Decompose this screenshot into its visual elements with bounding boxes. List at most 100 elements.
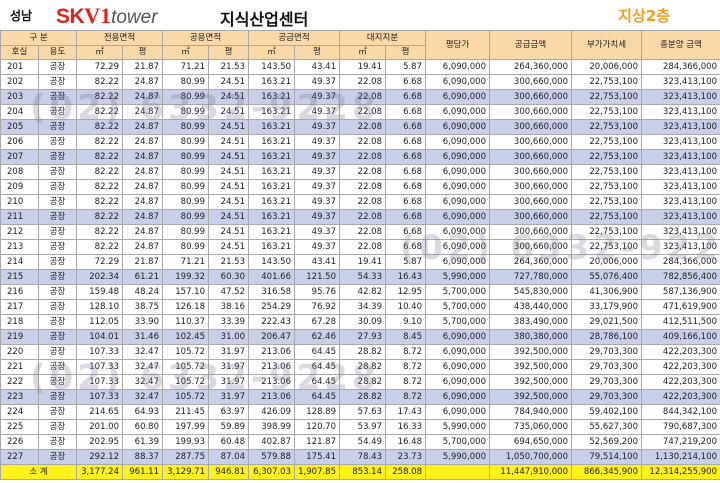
table-cell: 422,203,300	[641, 344, 720, 360]
unit-use: 공장	[38, 284, 77, 300]
table-cell: 80.99	[162, 134, 209, 150]
table-cell: 383,490,000	[489, 314, 572, 330]
total-row: 소 계 3,177.24 961.11 3,129.71 946.81 6,30…	[0, 464, 720, 480]
unit-use: 공장	[38, 224, 77, 240]
table-cell: 82.22	[76, 224, 123, 240]
table-cell: 82.22	[76, 194, 123, 210]
table-cell: 60.80	[122, 419, 163, 435]
table-cell: 28.82	[339, 374, 386, 390]
table-cell: 213.06	[248, 389, 295, 405]
header-supply-amount: 공급금액	[489, 30, 572, 60]
table-cell: 300,660,000	[489, 119, 572, 135]
table-cell: 22,753,100	[571, 149, 642, 165]
table-cell: 29,703,300	[571, 389, 642, 405]
total-cell: 853.14	[339, 464, 386, 480]
table-cell: 21.53	[208, 254, 249, 270]
table-cell: 5,700,000	[425, 434, 490, 450]
table-cell: 107.33	[76, 359, 123, 375]
table-cell: 80.99	[162, 89, 209, 105]
table-cell: 48.24	[122, 284, 163, 300]
table-cell: 23.73	[385, 449, 426, 465]
unit-use: 공장	[38, 164, 77, 180]
unit-use: 공장	[38, 104, 77, 120]
table-cell: 6,090,000	[425, 179, 490, 195]
unit-number: 204	[0, 104, 39, 120]
floor-label: 지상2층	[618, 7, 670, 25]
table-cell: 49.37	[294, 119, 340, 135]
table-cell: 6.68	[385, 89, 426, 105]
table-row: 220 공장 107.33 32.47 105.72 31.97 213.06 64.45 28…	[0, 344, 720, 360]
table-cell: 401.66	[248, 269, 295, 285]
table-cell: 579.88	[248, 449, 295, 465]
table-cell: 380,380,000	[489, 329, 572, 345]
table-cell: 42.82	[339, 284, 386, 300]
table-cell: 121.87	[294, 434, 340, 450]
table-cell: 32.47	[122, 359, 163, 375]
table-cell: 163.21	[248, 149, 295, 165]
unit-number: 207	[0, 149, 39, 165]
table-cell: 213.06	[248, 359, 295, 375]
table-cell: 422,203,300	[641, 359, 720, 375]
table-row: 212 공장 82.22 24.87 80.99 24.51 163.21 49.37 22.0…	[0, 224, 720, 240]
unit-number: 203	[0, 89, 39, 105]
table-cell: 38.16	[208, 299, 249, 315]
unit-number: 223	[0, 389, 39, 405]
table-cell: 64.45	[294, 359, 340, 375]
table-cell: 287.75	[162, 449, 209, 465]
table-cell: 82.22	[76, 119, 123, 135]
table-cell: 694,650,000	[489, 434, 572, 450]
table-cell: 107.33	[76, 344, 123, 360]
table-row: 215 공장 202.34 61.21 199.32 60.30 401.66 121.50 5…	[0, 269, 720, 285]
table-cell: 202.95	[76, 434, 123, 450]
table-cell: 82.22	[76, 104, 123, 120]
table-cell: 24.51	[208, 74, 249, 90]
table-cell: 5.87	[385, 254, 426, 270]
table-cell: 128.10	[76, 299, 123, 315]
table-cell: 300,660,000	[489, 104, 572, 120]
table-cell: 82.22	[76, 239, 123, 255]
header-use: 용도	[38, 45, 77, 60]
unit-number: 215	[0, 269, 39, 285]
table-cell: 33.90	[122, 314, 163, 330]
header-sqm: ㎡	[339, 45, 386, 60]
table-cell: 31.00	[208, 329, 249, 345]
table-row: 216 공장 159.48 48.24 157.10 47.52 316.58 95.76 42…	[0, 284, 720, 300]
table-cell: 6.68	[385, 164, 426, 180]
header-price-per-pyeong: 평당가	[425, 30, 490, 60]
table-cell: 300,660,000	[489, 134, 572, 150]
table-cell: 80.99	[162, 104, 209, 120]
table-cell: 24.51	[208, 179, 249, 195]
total-cell: 946.81	[208, 464, 249, 480]
table-cell: 59,402,100	[571, 404, 642, 420]
table-cell: 24.51	[208, 89, 249, 105]
unit-use: 공장	[38, 179, 77, 195]
unit-use: 공장	[38, 344, 77, 360]
table-row: 208 공장 82.22 24.87 80.99 24.51 163.21 49.37 22.0…	[0, 164, 720, 180]
table-cell: 29,021,500	[571, 314, 642, 330]
table-cell: 422,203,300	[641, 389, 720, 405]
table-row: 209 공장 82.22 24.87 80.99 24.51 163.21 49.37 22.0…	[0, 179, 720, 195]
table-row: 222 공장 107.33 32.47 105.72 31.97 213.06 64.45 28…	[0, 374, 720, 390]
table-row: 201 공장 72.29 21.87 71.21 21.53 143.50 43.41 19.4…	[0, 59, 720, 75]
table-cell: 24.87	[122, 164, 163, 180]
table-cell: 5,990,000	[425, 419, 490, 435]
total-cell: 12,314,255,900	[641, 464, 720, 480]
table-cell: 782,856,400	[641, 269, 720, 285]
table-cell: 110.37	[162, 314, 209, 330]
table-cell: 409,166,100	[641, 329, 720, 345]
unit-number: 225	[0, 419, 39, 435]
table-cell: 49.37	[294, 239, 340, 255]
table-cell: 211.45	[162, 404, 209, 420]
table-row: 219 공장 104.01 31.46 102.45 31.00 206.47 62.46 27…	[0, 329, 720, 345]
table-cell: 163.21	[248, 239, 295, 255]
table-cell: 22.08	[339, 104, 386, 120]
table-row: 217 공장 128.10 38.75 126.18 38.16 254.29 76.92 34…	[0, 299, 720, 315]
header-land-share: 대지지분	[339, 30, 426, 46]
header-pyeong: 평	[294, 45, 340, 60]
unit-use: 공장	[38, 149, 77, 165]
table-cell: 323,413,100	[641, 164, 720, 180]
unit-number: 210	[0, 194, 39, 210]
header-sqm: ㎡	[248, 45, 295, 60]
table-cell: 22.08	[339, 149, 386, 165]
table-cell: 323,413,100	[641, 179, 720, 195]
